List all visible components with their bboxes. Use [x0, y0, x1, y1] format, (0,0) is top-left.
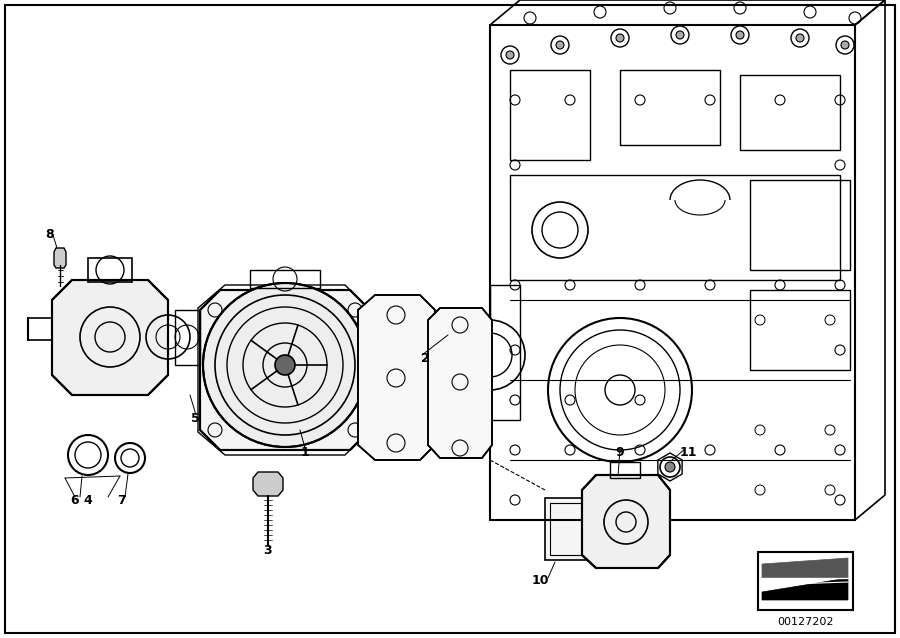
Circle shape [556, 41, 564, 49]
Text: 11: 11 [680, 445, 697, 459]
Circle shape [796, 34, 804, 42]
Text: 10: 10 [531, 574, 549, 586]
Text: 3: 3 [264, 544, 273, 556]
Polygon shape [582, 475, 670, 568]
Text: 00127202: 00127202 [777, 617, 833, 627]
Text: 5: 5 [191, 412, 200, 424]
Text: 6: 6 [71, 494, 79, 507]
Polygon shape [370, 325, 430, 410]
Bar [758, 552, 853, 610]
Polygon shape [358, 295, 435, 460]
Bar [550, 503, 588, 555]
Bar [545, 498, 593, 560]
Circle shape [736, 31, 744, 39]
Circle shape [676, 31, 684, 39]
Circle shape [203, 283, 367, 447]
Polygon shape [253, 472, 283, 496]
Circle shape [841, 41, 849, 49]
Text: 1: 1 [301, 445, 310, 459]
Circle shape [506, 51, 514, 59]
Text: 4: 4 [84, 494, 93, 507]
Polygon shape [762, 578, 848, 600]
Text: 9: 9 [616, 445, 625, 459]
Polygon shape [428, 308, 492, 458]
Text: 7: 7 [118, 494, 126, 507]
Circle shape [275, 355, 295, 375]
Text: 2: 2 [420, 352, 429, 364]
Polygon shape [52, 280, 168, 395]
Text: 8: 8 [46, 228, 54, 242]
Polygon shape [54, 248, 66, 268]
Polygon shape [762, 558, 848, 578]
Circle shape [665, 462, 675, 472]
Polygon shape [200, 290, 370, 450]
Circle shape [616, 34, 624, 42]
